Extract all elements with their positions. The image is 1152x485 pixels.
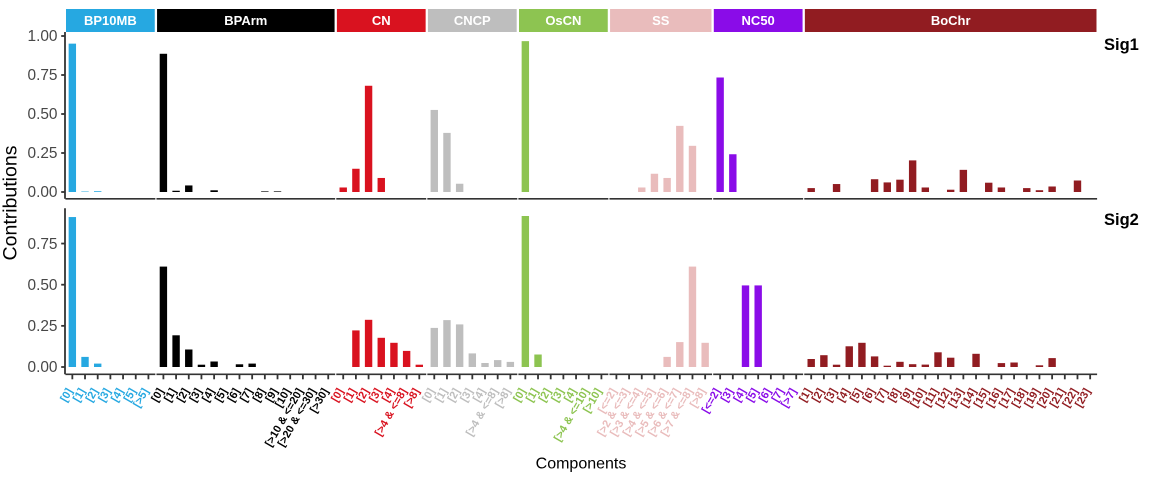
svg-text:0.25: 0.25 (28, 145, 58, 162)
svg-text:BP10MB: BP10MB (84, 13, 137, 28)
svg-text:BoChr: BoChr (931, 13, 971, 28)
svg-text:CNCP: CNCP (454, 13, 491, 28)
svg-text:OsCN: OsCN (545, 13, 581, 28)
svg-text:0.25: 0.25 (28, 318, 58, 335)
svg-text:Sig1: Sig1 (1104, 36, 1139, 54)
svg-text:0.00: 0.00 (28, 359, 58, 376)
svg-text:NC50: NC50 (742, 13, 775, 28)
svg-text:1.00: 1.00 (28, 28, 58, 45)
svg-text:0.00: 0.00 (28, 184, 58, 201)
svg-text:0.75: 0.75 (28, 67, 58, 84)
svg-text:0.50: 0.50 (28, 277, 58, 294)
svg-text:BPArm: BPArm (224, 13, 267, 28)
svg-text:Contributions: Contributions (0, 145, 22, 260)
svg-text:Components: Components (536, 456, 627, 473)
svg-text:SS: SS (652, 13, 670, 28)
svg-text:0.75: 0.75 (28, 236, 58, 253)
svg-text:Sig2: Sig2 (1104, 211, 1139, 229)
svg-text:CN: CN (372, 13, 391, 28)
svg-text:0.50: 0.50 (28, 106, 58, 123)
